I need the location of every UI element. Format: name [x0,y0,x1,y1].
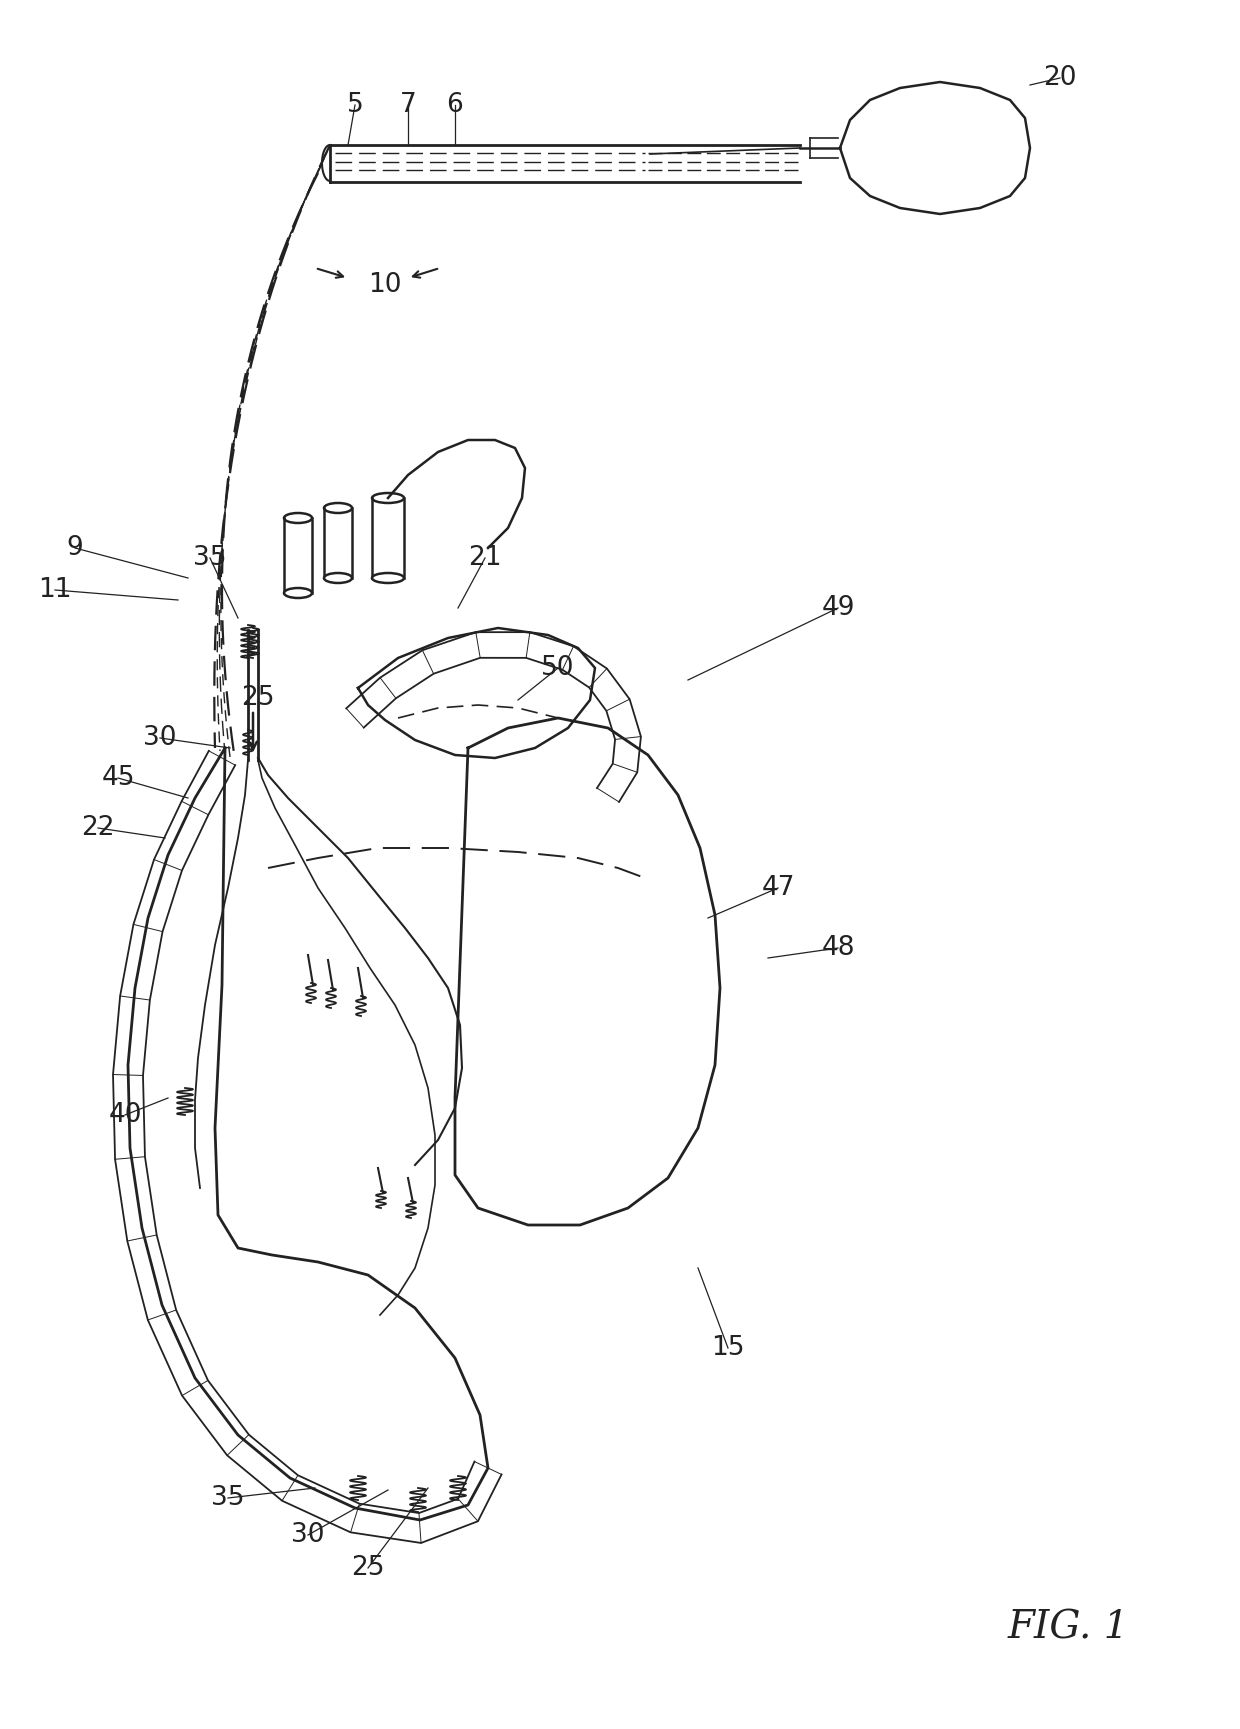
Text: 30: 30 [291,1522,325,1547]
Ellipse shape [324,503,352,514]
Ellipse shape [284,588,312,598]
Text: 45: 45 [102,764,135,790]
Text: 47: 47 [761,875,795,901]
Text: 50: 50 [541,655,575,681]
Text: 20: 20 [1043,66,1076,92]
Text: 49: 49 [821,595,854,621]
Text: 9: 9 [67,534,83,560]
Text: 22: 22 [82,814,115,840]
Text: 35: 35 [193,545,227,571]
Text: 7: 7 [399,92,417,118]
Text: 15: 15 [712,1335,745,1361]
Text: 10: 10 [368,271,402,297]
Text: 5: 5 [347,92,363,118]
Text: 21: 21 [469,545,502,571]
Ellipse shape [372,572,404,583]
Ellipse shape [324,572,352,583]
Text: 30: 30 [144,724,177,750]
Text: FIG. 1: FIG. 1 [1007,1610,1128,1646]
Text: 48: 48 [821,935,854,961]
Ellipse shape [284,514,312,522]
Text: 25: 25 [242,685,275,711]
Ellipse shape [372,493,404,503]
Text: 35: 35 [211,1485,244,1511]
Text: 6: 6 [446,92,464,118]
Text: 25: 25 [351,1554,384,1580]
Text: 40: 40 [108,1101,141,1127]
Text: 11: 11 [38,577,72,603]
